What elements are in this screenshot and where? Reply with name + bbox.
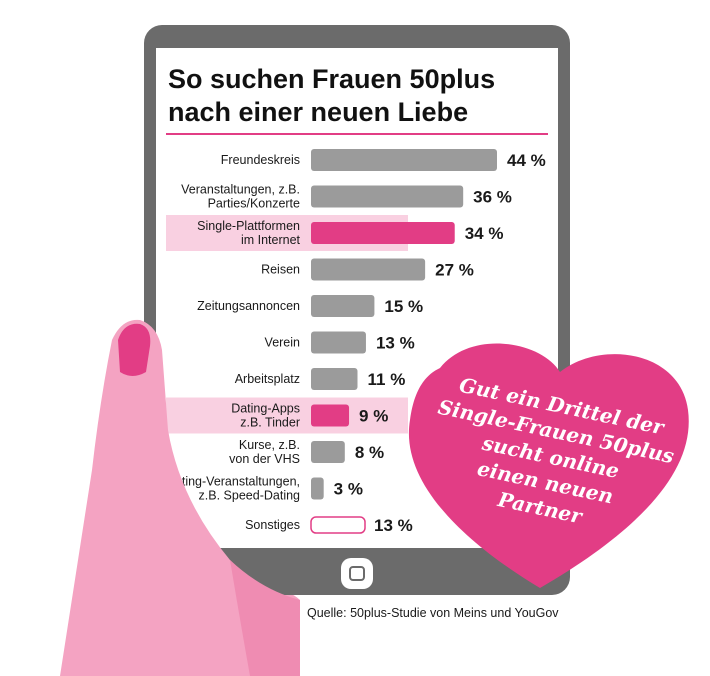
category-label: Dating-Veranstaltungen, [166, 475, 300, 489]
value-label: 8 % [355, 443, 384, 462]
bar [311, 185, 464, 208]
bar [310, 516, 366, 534]
bar [311, 477, 324, 500]
bar [311, 368, 358, 390]
category-label: Reisen [261, 263, 300, 277]
bar [311, 149, 497, 171]
category-label: Arbeitsplatz [235, 372, 300, 386]
bar [311, 258, 426, 281]
chart-title-line-1: So suchen Frauen 50plus [168, 64, 495, 94]
category-label: Parties/Konzerte [208, 197, 300, 211]
category-label: z.B. Speed-Dating [199, 489, 300, 503]
category-label: Sonstiges [245, 518, 300, 532]
thumbnail-icon [118, 323, 151, 376]
source-note: Quelle: 50plus-Studie von Meins und YouG… [307, 606, 559, 620]
value-label: 3 % [334, 480, 363, 499]
category-label: z.B. Tinder [240, 416, 300, 430]
category-label: im Internet [241, 233, 301, 247]
heart-icon [408, 343, 689, 588]
value-label: 34 % [465, 224, 504, 243]
highlight-band [166, 397, 408, 434]
category-label: Kurse, z.B. [239, 438, 300, 452]
bar [311, 331, 366, 354]
value-label: 44 % [507, 151, 546, 170]
category-label: Freundeskreis [221, 153, 300, 167]
bar [311, 295, 375, 317]
category-label: Single-Plattformen [197, 219, 300, 233]
bar [311, 404, 350, 427]
bar-chart: Freundeskreis 44 % Veranstaltungen, z.B.Pa… [166, 149, 546, 535]
chart-title-line-2: nach einer neuen Liebe [168, 97, 468, 127]
home-button-icon[interactable] [341, 558, 373, 589]
category-label: Veranstaltungen, z.B. [181, 183, 300, 197]
value-label: 36 % [473, 188, 512, 207]
value-label: 13 % [376, 334, 415, 353]
hand-icon [60, 319, 300, 676]
value-label: 27 % [435, 261, 474, 280]
value-label: 13 % [374, 516, 413, 535]
bar [311, 441, 345, 463]
category-label: von der VHS [229, 452, 300, 466]
category-label: Verein [265, 336, 300, 350]
value-label: 15 % [384, 297, 423, 316]
value-label: 9 % [359, 407, 388, 426]
value-label: 11 % [368, 370, 406, 389]
bar [311, 222, 455, 244]
category-label: Dating-Apps [231, 402, 300, 416]
category-label: Zeitungsannoncen [197, 299, 300, 313]
